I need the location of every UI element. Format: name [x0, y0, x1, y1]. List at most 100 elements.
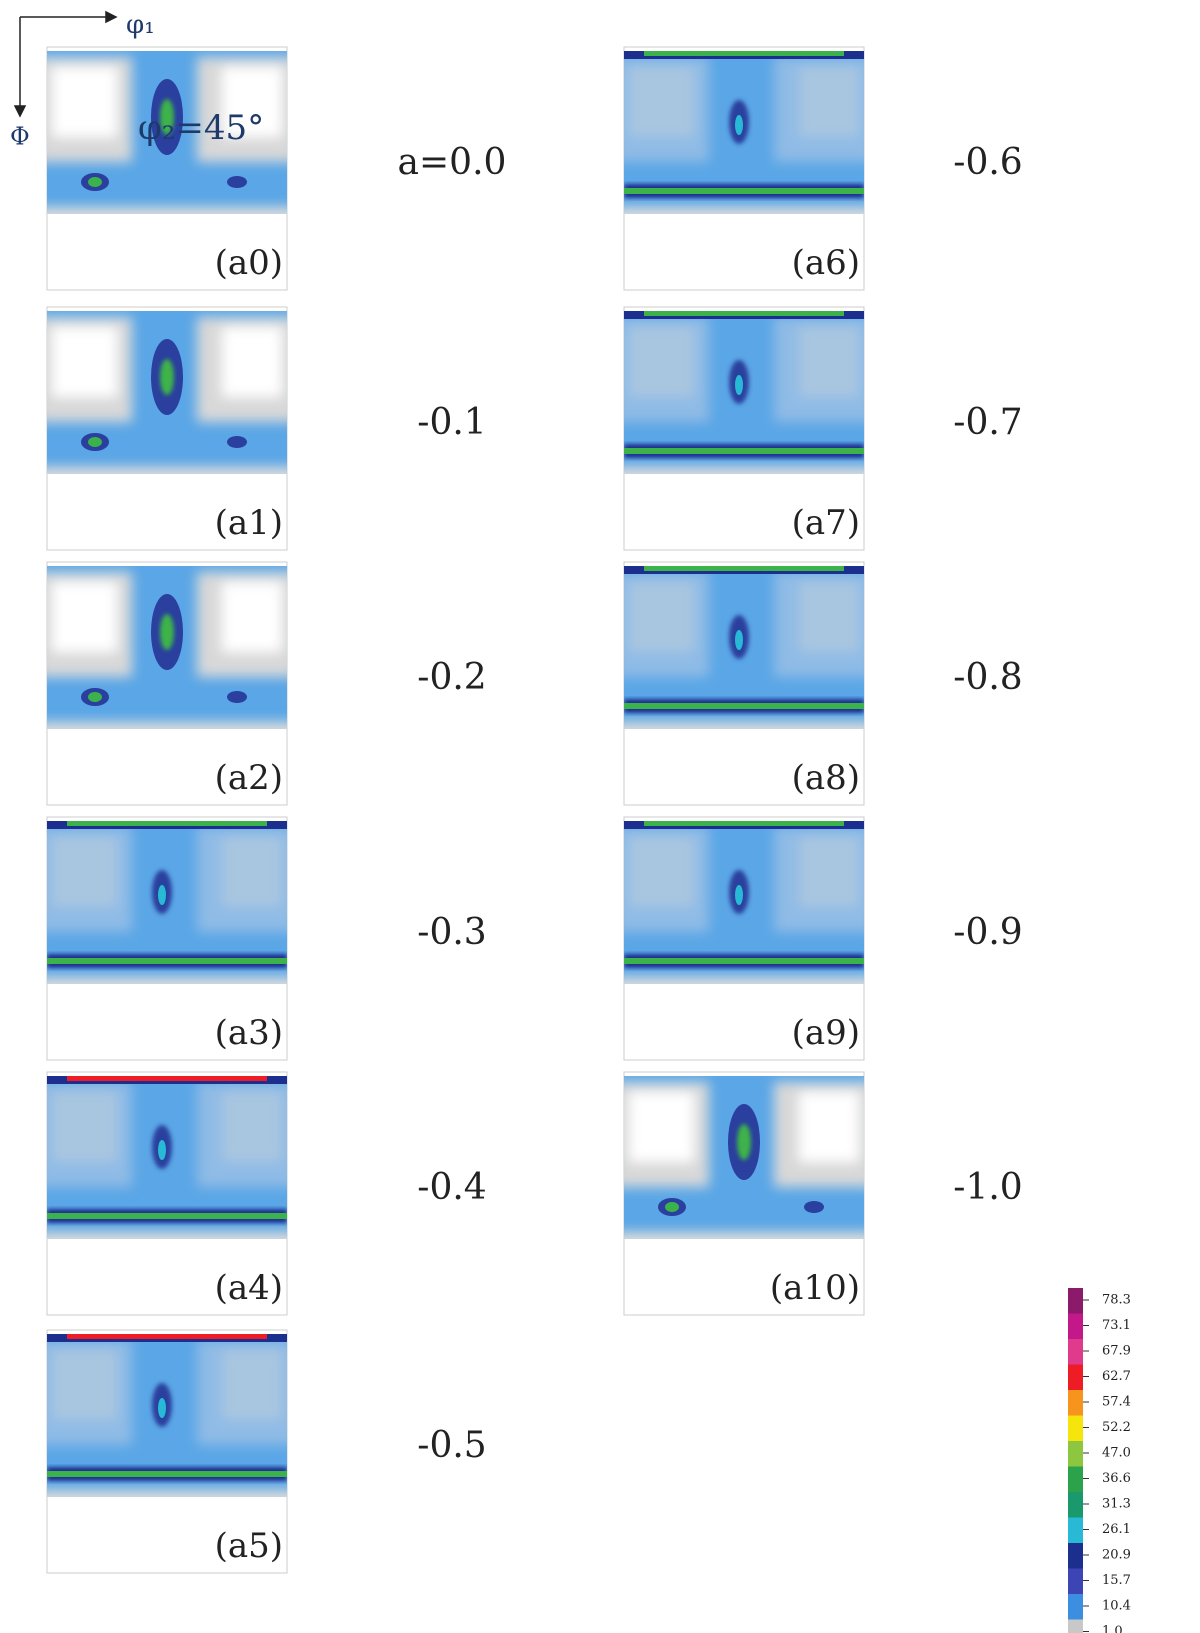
peak	[227, 176, 247, 188]
param-label: -0.9	[953, 912, 1022, 953]
panel-label: (a5)	[215, 1526, 283, 1566]
panel-label: (a7)	[792, 503, 860, 543]
white-zone	[629, 582, 694, 652]
map-blobs	[47, 1340, 287, 1497]
odf-map	[47, 311, 287, 474]
white-zone	[52, 1350, 117, 1420]
panel-label: (a10)	[770, 1268, 860, 1308]
white-zone	[799, 67, 859, 137]
colorbar-label: 67.9	[1102, 1344, 1131, 1359]
odf-map	[624, 51, 864, 214]
colorbar-label: 1.0	[1102, 1624, 1123, 1633]
param-label: -0.6	[953, 142, 1022, 183]
band	[47, 1471, 287, 1477]
panel-label: (a3)	[215, 1013, 283, 1053]
panel-label: (a6)	[792, 243, 860, 283]
panel: (a3) -0.3	[46, 816, 487, 1061]
bottom-fade	[47, 1490, 287, 1497]
bottom-fade	[624, 207, 864, 214]
peak	[158, 1398, 166, 1418]
panel: (a2) -0.2	[46, 561, 487, 806]
band	[624, 958, 864, 964]
panel: (a7) -0.7	[623, 306, 1023, 551]
peak	[88, 177, 102, 187]
phi2-label: φ₂=45°	[138, 108, 264, 148]
peak	[158, 885, 166, 905]
panel-label: (a8)	[792, 758, 860, 798]
band	[644, 566, 844, 571]
colorbar-segment	[1068, 1415, 1083, 1441]
white-zone	[52, 1092, 117, 1162]
peak	[88, 437, 102, 447]
band	[644, 311, 844, 316]
band	[67, 821, 267, 826]
bottom-fade	[624, 1232, 864, 1239]
param-label: -0.5	[417, 1425, 486, 1466]
param-label: -0.4	[417, 1167, 486, 1208]
white-zone	[222, 327, 282, 397]
peak	[735, 375, 743, 395]
bottom-fade	[47, 1232, 287, 1239]
white-zone	[52, 67, 117, 137]
param-label: -0.3	[417, 912, 486, 953]
band	[67, 1334, 267, 1339]
map-blobs	[624, 317, 864, 474]
peak	[227, 691, 247, 703]
peak	[804, 1201, 824, 1213]
white-zone	[629, 327, 694, 397]
white-zone	[799, 837, 859, 907]
band	[624, 188, 864, 194]
white-zone	[629, 1092, 694, 1162]
band	[67, 1076, 267, 1081]
param-label: a=0.0	[398, 142, 507, 183]
colorbar-segment	[1068, 1492, 1083, 1518]
odf-map	[47, 821, 287, 984]
colorbar-segment	[1068, 1364, 1083, 1390]
bottom-fade	[47, 467, 287, 474]
panel: (a0) a=0.0	[46, 46, 507, 291]
colorbar-segment	[1068, 1517, 1083, 1543]
white-zone	[799, 327, 859, 397]
bottom-fade	[624, 977, 864, 984]
peak	[158, 1140, 166, 1160]
white-zone	[52, 582, 117, 652]
colorbar-label: 78.3	[1102, 1293, 1131, 1308]
white-zone	[52, 327, 117, 397]
bottom-fade	[47, 722, 287, 729]
band	[47, 1213, 287, 1219]
peak	[160, 614, 174, 650]
map-blobs	[624, 572, 864, 729]
bottom-fade	[47, 207, 287, 214]
panel: (a5) -0.5	[46, 1329, 487, 1574]
white-zone	[222, 582, 282, 652]
panel-label: (a9)	[792, 1013, 860, 1053]
band	[47, 958, 287, 964]
colorbar-label: 73.1	[1102, 1318, 1131, 1333]
panel-label: (a1)	[215, 503, 283, 543]
panel-label: (a0)	[215, 243, 283, 283]
colorbar-segment	[1068, 1594, 1083, 1620]
band	[624, 703, 864, 709]
map-blobs	[47, 827, 287, 984]
phi1-label: φ₁	[126, 10, 155, 40]
param-label: -0.7	[953, 402, 1022, 443]
panel: (a6) -0.6	[623, 46, 1023, 291]
map-blobs	[624, 827, 864, 984]
colorbar-label: 20.9	[1102, 1548, 1131, 1563]
colorbar-segment	[1068, 1313, 1083, 1339]
bottom-fade	[624, 722, 864, 729]
odf-map	[624, 821, 864, 984]
peak	[737, 1124, 751, 1160]
colorbar-segment	[1068, 1441, 1083, 1467]
panel-label: (a2)	[215, 758, 283, 798]
map-blobs	[624, 57, 864, 214]
band	[644, 51, 844, 56]
map-blobs	[47, 1082, 287, 1239]
band	[644, 821, 844, 826]
map-blobs	[47, 572, 287, 729]
bottom-fade	[47, 977, 287, 984]
Phi-label: Φ	[10, 123, 30, 151]
odf-map	[624, 566, 864, 729]
